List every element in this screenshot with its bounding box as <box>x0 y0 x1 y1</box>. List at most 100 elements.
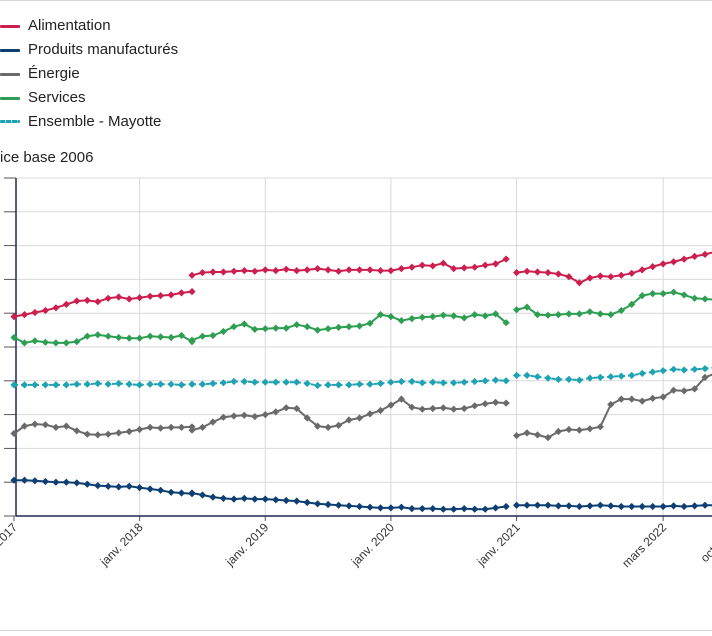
data-point-services-38 <box>408 315 416 323</box>
data-point-ensemble-mayotte-58 <box>617 372 625 380</box>
data-point-energie-30 <box>324 423 332 431</box>
data-point-services-62 <box>659 290 667 298</box>
data-point-ensemble-mayotte-2 <box>31 381 39 389</box>
data-point-alimentation-58 <box>617 271 625 279</box>
data-point-produits-manufactures-11 <box>125 482 133 490</box>
data-point-energie-59 <box>628 395 636 403</box>
data-point-energie-43 <box>460 404 468 413</box>
data-point-energie-66 <box>701 373 709 381</box>
data-point-energie-24 <box>261 411 269 419</box>
data-point-services-53 <box>565 310 573 318</box>
frame-top-border <box>0 0 712 1</box>
data-point-alimentation-49 <box>523 267 531 275</box>
data-point-services-45 <box>481 312 489 320</box>
data-point-alimentation-38 <box>408 263 416 271</box>
data-point-alimentation-6 <box>73 297 81 305</box>
data-point-alimentation-57 <box>607 273 615 281</box>
data-point-produits-manufactures-1 <box>20 476 29 484</box>
data-point-energie-8 <box>94 431 102 439</box>
data-point-energie-27 <box>293 404 301 413</box>
data-point-alimentation-31 <box>335 267 343 275</box>
data-point-ensemble-mayotte-36 <box>387 378 395 386</box>
data-point-alimentation-36 <box>387 267 395 275</box>
data-point-alimentation-9 <box>104 294 112 302</box>
data-point-produits-manufactures-8 <box>94 482 102 490</box>
data-point-alimentation-30 <box>324 266 332 274</box>
data-point-alimentation-46 <box>492 260 500 268</box>
data-point-alimentation-26 <box>282 265 290 273</box>
data-point-energie-17 <box>188 426 196 434</box>
data-point-produits-manufactures-42 <box>450 505 458 513</box>
data-point-ensemble-mayotte-19 <box>209 379 217 388</box>
data-point-services-16 <box>177 331 186 340</box>
data-point-produits-manufactures-33 <box>355 502 364 511</box>
data-point-alimentation-40 <box>429 262 437 270</box>
data-point-produits-manufactures-24 <box>261 495 269 503</box>
data-point-services-2 <box>31 337 39 345</box>
data-point-services-44 <box>471 311 479 319</box>
data-point-alimentation-16 <box>177 289 186 297</box>
data-point-services-10 <box>115 333 123 342</box>
data-point-alimentation-42 <box>450 265 458 273</box>
data-point-alimentation-41 <box>439 259 447 267</box>
data-point-alimentation-3 <box>41 306 49 315</box>
data-point-services-20 <box>219 327 227 336</box>
data-point-ensemble-mayotte-24 <box>261 378 269 386</box>
data-point-ensemble-mayotte-43 <box>460 378 468 386</box>
data-point-alimentation-21 <box>230 267 238 275</box>
data-point-services-15 <box>167 333 175 342</box>
data-point-ensemble-mayotte-30 <box>324 381 332 389</box>
data-point-energie-60 <box>638 397 646 405</box>
data-point-alimentation-43 <box>460 264 468 272</box>
data-point-produits-manufactures-26 <box>282 496 290 505</box>
data-point-energie-38 <box>408 403 416 411</box>
data-point-ensemble-mayotte-13 <box>146 380 154 388</box>
data-point-ensemble-mayotte-16 <box>177 381 186 389</box>
data-point-services-63 <box>670 288 678 296</box>
data-point-produits-manufactures-18 <box>198 491 207 499</box>
data-point-services-26 <box>282 324 290 332</box>
data-point-alimentation-29 <box>314 265 322 273</box>
data-point-ensemble-mayotte-23 <box>251 378 259 386</box>
data-point-ensemble-mayotte-49 <box>523 371 531 379</box>
data-point-produits-manufactures-51 <box>544 501 552 509</box>
data-point-produits-manufactures-60 <box>638 502 646 511</box>
data-point-alimentation-45 <box>481 261 489 269</box>
legend-label-produits-manufactures: Produits manufacturés <box>28 41 179 58</box>
data-point-services-39 <box>418 313 426 321</box>
data-point-services-14 <box>157 333 165 341</box>
data-point-produits-manufactures-0 <box>10 476 18 484</box>
data-point-alimentation-28 <box>303 266 311 274</box>
data-point-alimentation-20 <box>219 268 227 276</box>
data-point-energie-53 <box>565 425 573 434</box>
data-point-services-61 <box>649 290 657 298</box>
legend-label-ensemble-mayotte: Ensemble - Mayotte <box>28 113 162 130</box>
data-point-produits-manufactures-44 <box>471 505 479 513</box>
data-point-energie-55 <box>586 425 594 433</box>
data-point-ensemble-mayotte-5 <box>62 381 70 389</box>
data-point-energie-46 <box>492 398 500 406</box>
data-point-services-28 <box>303 323 311 331</box>
data-point-energie-48 <box>513 432 521 440</box>
data-point-energie-57 <box>607 400 615 409</box>
data-point-alimentation-50 <box>533 268 542 276</box>
data-point-produits-manufactures-39 <box>418 505 426 513</box>
data-point-services-51 <box>544 311 552 319</box>
data-point-produits-manufactures-3 <box>41 477 49 486</box>
data-point-services-41 <box>439 311 447 319</box>
data-point-ensemble-mayotte-61 <box>649 368 657 376</box>
data-point-produits-manufactures-58 <box>617 502 625 511</box>
data-point-services-27 <box>293 321 301 329</box>
x-tick-label-0: 2017 <box>0 520 20 549</box>
data-point-produits-manufactures-65 <box>691 502 699 510</box>
data-point-ensemble-mayotte-7 <box>83 380 91 388</box>
data-point-energie-34 <box>366 410 374 418</box>
data-point-services-22 <box>240 320 248 328</box>
data-point-services-35 <box>376 311 385 319</box>
data-point-alimentation-56 <box>596 272 604 280</box>
data-point-produits-manufactures-10 <box>115 483 123 491</box>
data-point-alimentation-18 <box>198 269 207 277</box>
data-point-energie-39 <box>418 405 426 413</box>
data-point-produits-manufactures-62 <box>659 502 667 511</box>
